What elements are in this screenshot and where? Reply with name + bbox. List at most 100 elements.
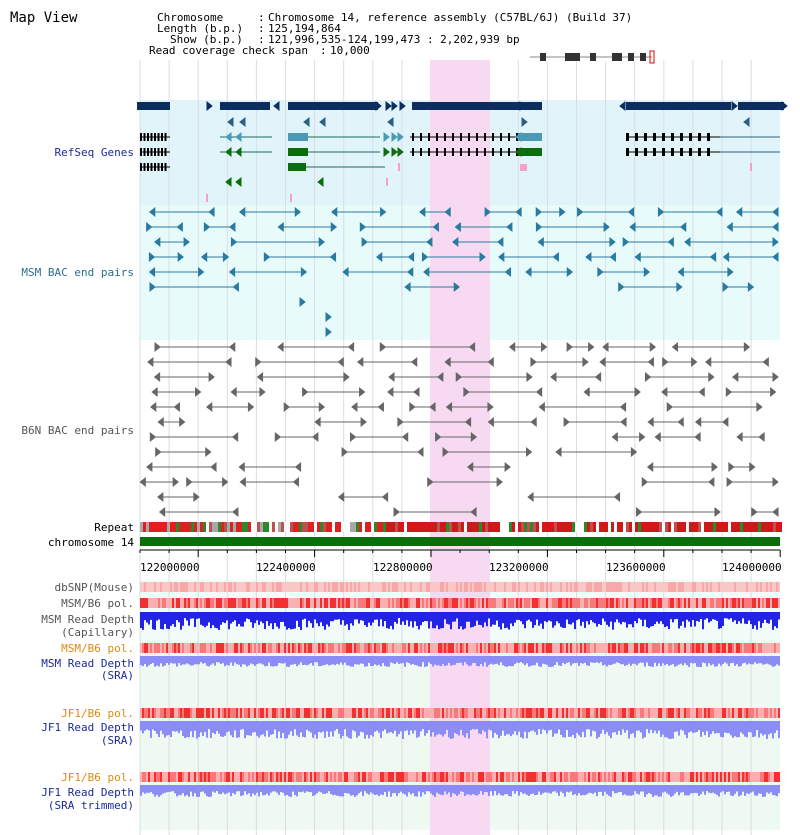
track-label-msm-bac[interactable]: MSM BAC end pairs bbox=[21, 266, 134, 279]
track-label-jf1-b6-pol[interactable]: JF1/B6 pol. bbox=[61, 707, 134, 720]
msm-b6-pol-strip bbox=[300, 598, 302, 608]
gene-exon bbox=[161, 133, 163, 141]
dbsnp-strip bbox=[270, 582, 272, 592]
jf1-sra-depth-bar bbox=[682, 721, 684, 731]
msm-sra-depth-bar bbox=[298, 656, 300, 665]
dbsnp-strip bbox=[166, 582, 168, 592]
jf1-sra-depth-bar bbox=[278, 721, 280, 732]
jf1-sra-depth-bar bbox=[346, 721, 348, 737]
gene-strand-icon bbox=[619, 100, 626, 112]
track-label-msm-depth-sra[interactable]: MSM Read Depth bbox=[41, 657, 134, 670]
bac-end-icon bbox=[588, 341, 595, 353]
msm-sra-depth-bar bbox=[768, 656, 770, 665]
track-label-jf1-depth-trim[interactable]: JF1 Read Depth bbox=[41, 786, 134, 799]
dbsnp-strip bbox=[600, 582, 602, 592]
msm-b6-pol-strip bbox=[592, 598, 594, 608]
jf1-trim-depth-bar bbox=[366, 785, 368, 794]
jf1-b6-pol-strip bbox=[198, 708, 200, 718]
bac-end-icon bbox=[421, 251, 429, 263]
track-label-repeat[interactable]: Repeat bbox=[94, 521, 134, 534]
msm-b6-pol-strip bbox=[708, 598, 710, 608]
bac-end-icon bbox=[563, 416, 570, 428]
msm-sra-depth-bar bbox=[244, 656, 246, 665]
msm-b6-pol-strip bbox=[312, 598, 314, 608]
msm-depth-bar bbox=[344, 612, 346, 626]
jf1-b6-pol-strip bbox=[240, 708, 242, 718]
track-label-b6n-bac[interactable]: B6N BAC end pairs bbox=[21, 424, 134, 437]
msm-depth-bar bbox=[482, 612, 484, 628]
msm-sra-depth-bar bbox=[576, 656, 578, 663]
track-label-dbsnp[interactable]: dbSNP(Mouse) bbox=[54, 581, 134, 594]
msm-b6-pol-2-strip bbox=[268, 643, 270, 653]
repeat-segment bbox=[182, 522, 185, 532]
msm-sra-depth-bar bbox=[516, 656, 518, 663]
jf1-b6-pol-2-strip bbox=[174, 772, 176, 782]
jf1-b6-pol-2-strip bbox=[334, 772, 336, 782]
msm-b6-pol-2-strip bbox=[344, 643, 346, 653]
msm-b6-pol-2-strip bbox=[756, 643, 758, 653]
jf1-trim-depth-bar bbox=[640, 785, 642, 792]
dbsnp-strip bbox=[232, 582, 234, 592]
jf1-b6-pol-2-strip bbox=[348, 772, 350, 782]
dbsnp-strip bbox=[328, 582, 330, 592]
track-label-refseq[interactable]: RefSeq Genes bbox=[54, 146, 134, 159]
bac-end-icon bbox=[172, 476, 179, 488]
dbsnp-strip bbox=[650, 582, 652, 592]
repeat-segment bbox=[287, 522, 290, 532]
msm-depth-bar bbox=[490, 612, 492, 627]
msm-depth-bar bbox=[596, 612, 598, 627]
msm-sra-depth-bar bbox=[506, 656, 508, 667]
bac-end-icon bbox=[550, 371, 557, 383]
jf1-trim-depth-bar bbox=[744, 785, 746, 796]
jf1-trim-depth-bar bbox=[508, 785, 510, 797]
msm-sra-depth-bar bbox=[176, 656, 178, 667]
msm-sra-depth-bar bbox=[288, 656, 290, 667]
jf1-b6-pol-strip bbox=[304, 708, 306, 718]
jf1-b6-pol-strip bbox=[150, 708, 152, 718]
jf1-sra-depth-bar bbox=[502, 721, 504, 731]
jf1-b6-pol-2-strip bbox=[696, 772, 698, 782]
dbsnp-strip bbox=[402, 582, 404, 592]
msm-b6-pol-2-strip bbox=[424, 643, 426, 653]
bac-end-icon bbox=[222, 476, 229, 488]
jf1-b6-pol-2-strip bbox=[436, 772, 438, 782]
msm-sra-depth-bar bbox=[606, 656, 608, 667]
jf1-b6-pol-2-strip bbox=[316, 772, 318, 782]
dbsnp-strip bbox=[216, 582, 218, 592]
msm-sra-depth-bar bbox=[428, 656, 430, 663]
jf1-trim-depth-bar bbox=[188, 785, 190, 797]
jf1-sra-depth-bar bbox=[506, 721, 508, 735]
track-label-jf1-b6-pol-2[interactable]: JF1/B6 pol. bbox=[61, 771, 134, 784]
bac-end-icon bbox=[325, 326, 332, 338]
jf1-b6-pol-strip bbox=[678, 708, 680, 718]
msm-b6-pol-2-strip bbox=[776, 643, 778, 653]
jf1-b6-pol-2-strip bbox=[408, 772, 410, 782]
jf1-b6-pol-strip bbox=[430, 708, 432, 718]
track-label-jf1-depth-sra[interactable]: JF1 Read Depth bbox=[41, 721, 134, 734]
msm-b6-pol-strip bbox=[524, 598, 526, 608]
track-label-msm-depth-cap[interactable]: MSM Read Depth bbox=[41, 613, 134, 626]
msm-b6-pol-2-strip bbox=[516, 643, 518, 653]
bac-end-icon bbox=[342, 266, 349, 278]
jf1-b6-pol-strip bbox=[670, 708, 672, 718]
dbsnp-strip bbox=[292, 582, 294, 592]
msm-depth-bar bbox=[480, 612, 482, 626]
msm-b6-pol-2-strip bbox=[572, 643, 574, 653]
msm-b6-pol-2-strip bbox=[484, 643, 486, 653]
msm-depth-bar bbox=[288, 612, 290, 629]
bac-end-icon bbox=[442, 446, 449, 458]
jf1-b6-pol-2-strip bbox=[418, 772, 420, 782]
track-label-msm-b6-pol[interactable]: MSM/B6 pol. bbox=[61, 597, 134, 610]
repeat-segment bbox=[320, 522, 323, 532]
msm-sra-depth-bar bbox=[408, 656, 410, 664]
jf1-trim-depth-bar bbox=[654, 785, 656, 796]
jf1-b6-pol-strip bbox=[418, 708, 420, 718]
msm-depth-bar bbox=[564, 612, 566, 628]
track-label-msm-b6-pol-2[interactable]: MSM/B6 pol. bbox=[61, 642, 134, 655]
jf1-b6-pol-2-strip bbox=[368, 772, 370, 782]
bac-end-icon bbox=[525, 266, 532, 278]
dbsnp-strip bbox=[326, 582, 328, 592]
jf1-b6-pol-strip bbox=[476, 708, 478, 718]
jf1-b6-pol-2-strip bbox=[372, 772, 374, 782]
